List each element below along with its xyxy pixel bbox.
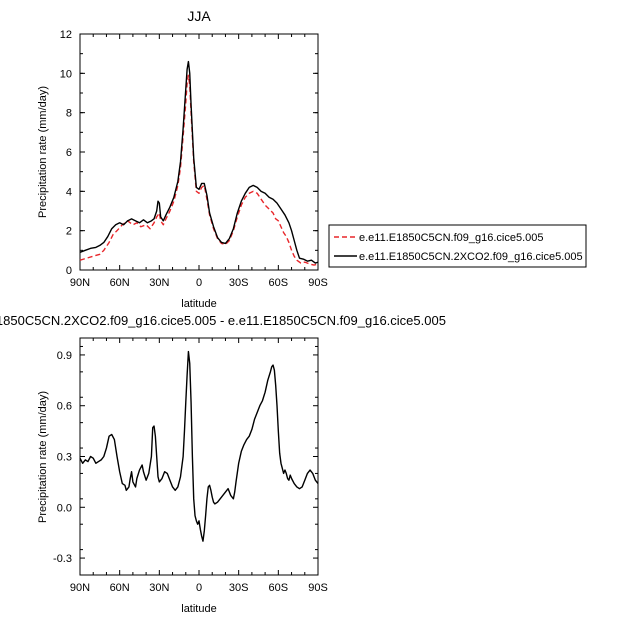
x-tick-label: 60N — [110, 277, 130, 289]
y-tick-label: -0.3 — [53, 553, 72, 565]
x-tick-label: 30N — [149, 277, 169, 289]
top-chart-plot-area: 90N 60N 30N 0 30S 60S 90S 0 2 4 6 8 10 12 — [60, 29, 328, 289]
x-tick-label: 90S — [308, 277, 328, 289]
y-tick-label: 0 — [66, 265, 72, 277]
top-chart-title: JJA — [187, 8, 211, 24]
series-line-1-0 — [79, 350, 319, 542]
legend-label-control: e.e11.E1850C5CN.f09_g16.cice5.005 — [359, 232, 544, 244]
top-chart-y-axis-label: Precipitation rate (mm/day) — [37, 86, 49, 218]
x-tick-label: 0 — [196, 277, 202, 289]
x-tick-label: 30S — [229, 277, 249, 289]
top-chart: JJA 90N 60N 30N 0 30S 60S 90S 0 2 4 6 8 10 12 latitud… — [37, 8, 328, 310]
x-tick-label: 90N — [70, 582, 90, 594]
plot-frame — [79, 337, 319, 576]
x-tick-label: 90S — [308, 582, 328, 594]
x-tick-label: 90N — [70, 277, 90, 289]
y-tick-label: 6 — [66, 147, 72, 159]
x-tick-label: 30S — [229, 582, 249, 594]
y-tick-label: 0.0 — [57, 502, 72, 514]
x-tick-label: 60S — [269, 582, 289, 594]
x-tick-label: 0 — [196, 582, 202, 594]
top-chart-x-axis-label: latitude — [181, 298, 216, 310]
bottom-chart-x-axis-label: latitude — [181, 603, 216, 615]
x-tick-label: 30N — [149, 582, 169, 594]
bottom-chart-title: e.e11.E1850C5CN.2XCO2.f09_g16.cice5.005 … — [0, 313, 446, 328]
bottom-chart-plot-area: 90N 60N 30N 0 30S 60S 90S -0.3 0.0 0.3 0.6 0.9 — [53, 337, 328, 594]
plot-frame — [79, 33, 319, 271]
legend-box — [328, 224, 587, 268]
series-line-0-1 — [79, 60, 319, 264]
x-tick-label: 60N — [110, 582, 130, 594]
y-tick-label: 2 — [66, 226, 72, 238]
legend-label-2xco2: e.e11.E1850C5CN.2XCO2.f09_g16.cice5.005 — [359, 251, 583, 263]
y-tick-label: 8 — [66, 108, 72, 120]
y-tick-label: 12 — [60, 29, 72, 41]
y-tick-label: 0.6 — [57, 401, 72, 413]
y-tick-label: 0.9 — [57, 350, 72, 362]
x-tick-label: 60S — [269, 277, 289, 289]
bottom-chart: e.e11.E1850C5CN.2XCO2.f09_g16.cice5.005 … — [0, 313, 446, 615]
y-tick-label: 10 — [60, 68, 72, 80]
y-tick-label: 4 — [66, 186, 72, 198]
y-tick-label: 0.3 — [57, 452, 72, 464]
bottom-chart-y-axis-label: Precipitation rate (mm/day) — [37, 391, 49, 523]
top-chart-legend: e.e11.E1850C5CN.f09_g16.cice5.005 e.e11.… — [328, 224, 587, 268]
series-line-0-0 — [79, 74, 319, 266]
